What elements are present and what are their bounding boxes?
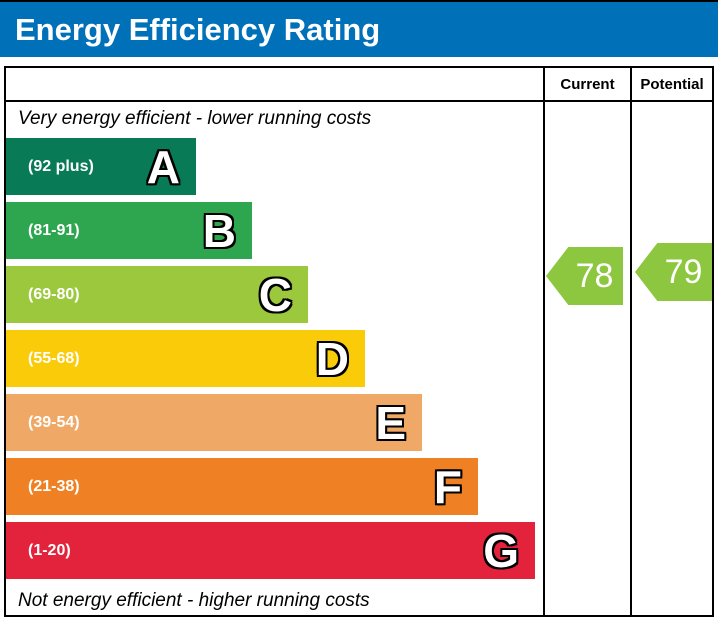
band-letter-a: A <box>146 140 180 193</box>
band-letter-f: F <box>433 460 462 513</box>
band-range-a: (92 plus) <box>28 157 94 175</box>
chart-header: Energy Efficiency Rating <box>0 2 718 57</box>
band-row-a: (92 plus) A <box>6 138 196 195</box>
band-letter-g: G <box>483 524 519 577</box>
current-rating-value: 78 <box>575 257 614 295</box>
column-divider-potential <box>630 68 632 615</box>
band-range-c: (69-80) <box>28 285 80 303</box>
band-range-e: (39-54) <box>28 413 80 431</box>
band-letter-c: C <box>258 268 292 321</box>
header-row-underline <box>6 100 712 102</box>
top-border-line <box>0 0 718 2</box>
caption-not-efficient: Not energy efficient - higher running co… <box>18 590 370 611</box>
band-row-f: (21-38) F <box>6 458 478 515</box>
column-header-potential: Potential <box>640 75 704 93</box>
band-range-b: (81-91) <box>28 221 80 239</box>
column-divider-current <box>543 68 545 615</box>
band-letter-d: D <box>315 332 349 385</box>
band-row-g: (1-20) G <box>6 522 535 579</box>
band-range-d: (55-68) <box>28 349 80 367</box>
rating-table: Current Potential Very energy efficient … <box>4 66 714 617</box>
band-letter-e: E <box>375 396 406 449</box>
caption-very-efficient: Very energy efficient - lower running co… <box>18 108 372 129</box>
band-row-d: (55-68) D <box>6 330 365 387</box>
potential-rating-value: 79 <box>664 253 703 291</box>
band-row-b: (81-91) B <box>6 202 252 259</box>
current-rating-arrow: 78 <box>546 247 623 305</box>
band-row-e: (39-54) E <box>6 394 422 451</box>
band-range-g: (1-20) <box>28 541 71 559</box>
band-row-c: (69-80) C <box>6 266 308 323</box>
column-header-current: Current <box>560 75 615 93</box>
potential-rating-arrow: 79 <box>635 243 712 301</box>
band-range-f: (21-38) <box>28 477 80 495</box>
band-letter-b: B <box>202 204 236 257</box>
page-title: Energy Efficiency Rating <box>15 11 381 47</box>
